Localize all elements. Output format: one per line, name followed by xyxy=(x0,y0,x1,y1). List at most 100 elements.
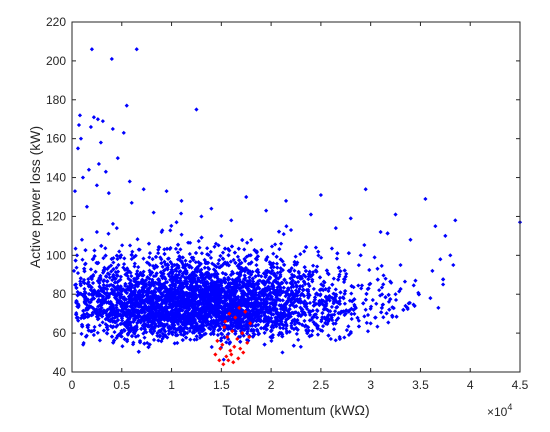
data-point xyxy=(272,272,277,278)
data-point xyxy=(173,330,178,335)
data-point xyxy=(169,305,174,310)
data-point xyxy=(283,313,288,318)
data-point xyxy=(280,280,285,286)
data-point xyxy=(229,218,234,223)
data-point xyxy=(254,287,259,292)
data-point xyxy=(150,263,156,269)
data-point xyxy=(336,265,341,270)
data-point xyxy=(178,247,183,252)
data-point xyxy=(344,271,349,277)
data-point xyxy=(133,283,139,288)
data-point xyxy=(191,273,196,278)
data-point xyxy=(320,302,325,307)
data-point xyxy=(267,307,273,312)
data-point xyxy=(189,265,194,270)
data-point xyxy=(98,140,103,145)
data-point xyxy=(216,261,221,266)
data-point xyxy=(215,299,220,305)
data-point xyxy=(110,221,116,226)
data-point xyxy=(173,304,179,309)
data-point xyxy=(304,301,309,306)
data-point xyxy=(159,291,164,296)
data-point xyxy=(189,276,194,281)
data-point xyxy=(220,250,226,255)
data-point xyxy=(199,214,204,219)
data-point xyxy=(143,329,148,334)
data-point xyxy=(179,286,184,291)
data-point xyxy=(269,261,274,266)
data-point xyxy=(104,274,109,279)
data-point xyxy=(87,305,92,310)
data-point xyxy=(80,175,86,180)
data-point xyxy=(180,315,185,320)
data-point xyxy=(139,299,145,304)
data-point xyxy=(167,327,172,332)
data-point xyxy=(320,328,325,333)
data-point xyxy=(278,257,283,262)
data-point xyxy=(180,271,185,276)
data-point xyxy=(248,272,254,277)
data-point xyxy=(297,321,302,326)
data-point xyxy=(215,308,220,313)
data-point xyxy=(281,285,286,290)
data-point xyxy=(205,252,210,257)
data-point xyxy=(133,253,138,258)
data-point xyxy=(206,325,212,331)
data-point xyxy=(140,290,146,295)
data-point xyxy=(184,290,189,296)
data-point xyxy=(241,320,246,325)
data-point xyxy=(204,323,209,328)
data-point xyxy=(244,314,249,319)
data-point xyxy=(109,56,114,62)
data-point xyxy=(315,292,321,297)
data-point xyxy=(184,271,189,276)
data-point xyxy=(159,261,164,266)
data-point xyxy=(178,308,183,313)
data-point xyxy=(114,265,119,270)
data-point xyxy=(163,284,168,290)
data-point xyxy=(303,268,309,274)
data-point xyxy=(349,316,354,322)
data-point xyxy=(180,255,185,260)
data-point xyxy=(208,322,213,327)
data-point xyxy=(151,292,156,297)
data-point xyxy=(233,329,238,334)
data-point xyxy=(139,326,144,331)
data-point xyxy=(187,265,192,270)
data-point xyxy=(115,323,120,328)
data-point xyxy=(319,255,324,260)
data-point xyxy=(129,200,134,205)
data-point xyxy=(283,306,288,311)
data-point xyxy=(413,278,418,283)
data-point xyxy=(116,262,121,268)
data-point xyxy=(256,311,262,316)
data-point xyxy=(268,293,273,298)
data-point xyxy=(127,316,132,321)
data-point xyxy=(101,328,107,333)
data-point xyxy=(295,275,300,280)
data-point xyxy=(162,313,167,318)
data-point xyxy=(239,297,244,302)
data-point xyxy=(142,299,147,304)
data-point xyxy=(260,307,265,312)
data-point xyxy=(333,299,338,304)
data-point xyxy=(256,322,261,327)
data-point xyxy=(238,310,243,315)
data-point xyxy=(248,261,253,266)
data-point xyxy=(217,258,222,263)
data-point xyxy=(359,286,364,291)
data-point xyxy=(177,294,183,299)
data-point xyxy=(347,298,353,303)
data-point xyxy=(294,303,299,309)
data-point xyxy=(191,257,196,262)
data-point xyxy=(126,287,131,292)
data-point xyxy=(119,292,124,297)
data-point xyxy=(278,312,283,317)
data-point xyxy=(276,332,281,337)
data-point xyxy=(136,311,141,316)
data-point xyxy=(262,330,267,336)
data-point xyxy=(180,281,185,287)
data-point xyxy=(368,304,374,309)
data-point xyxy=(430,268,435,273)
data-point xyxy=(226,246,231,252)
